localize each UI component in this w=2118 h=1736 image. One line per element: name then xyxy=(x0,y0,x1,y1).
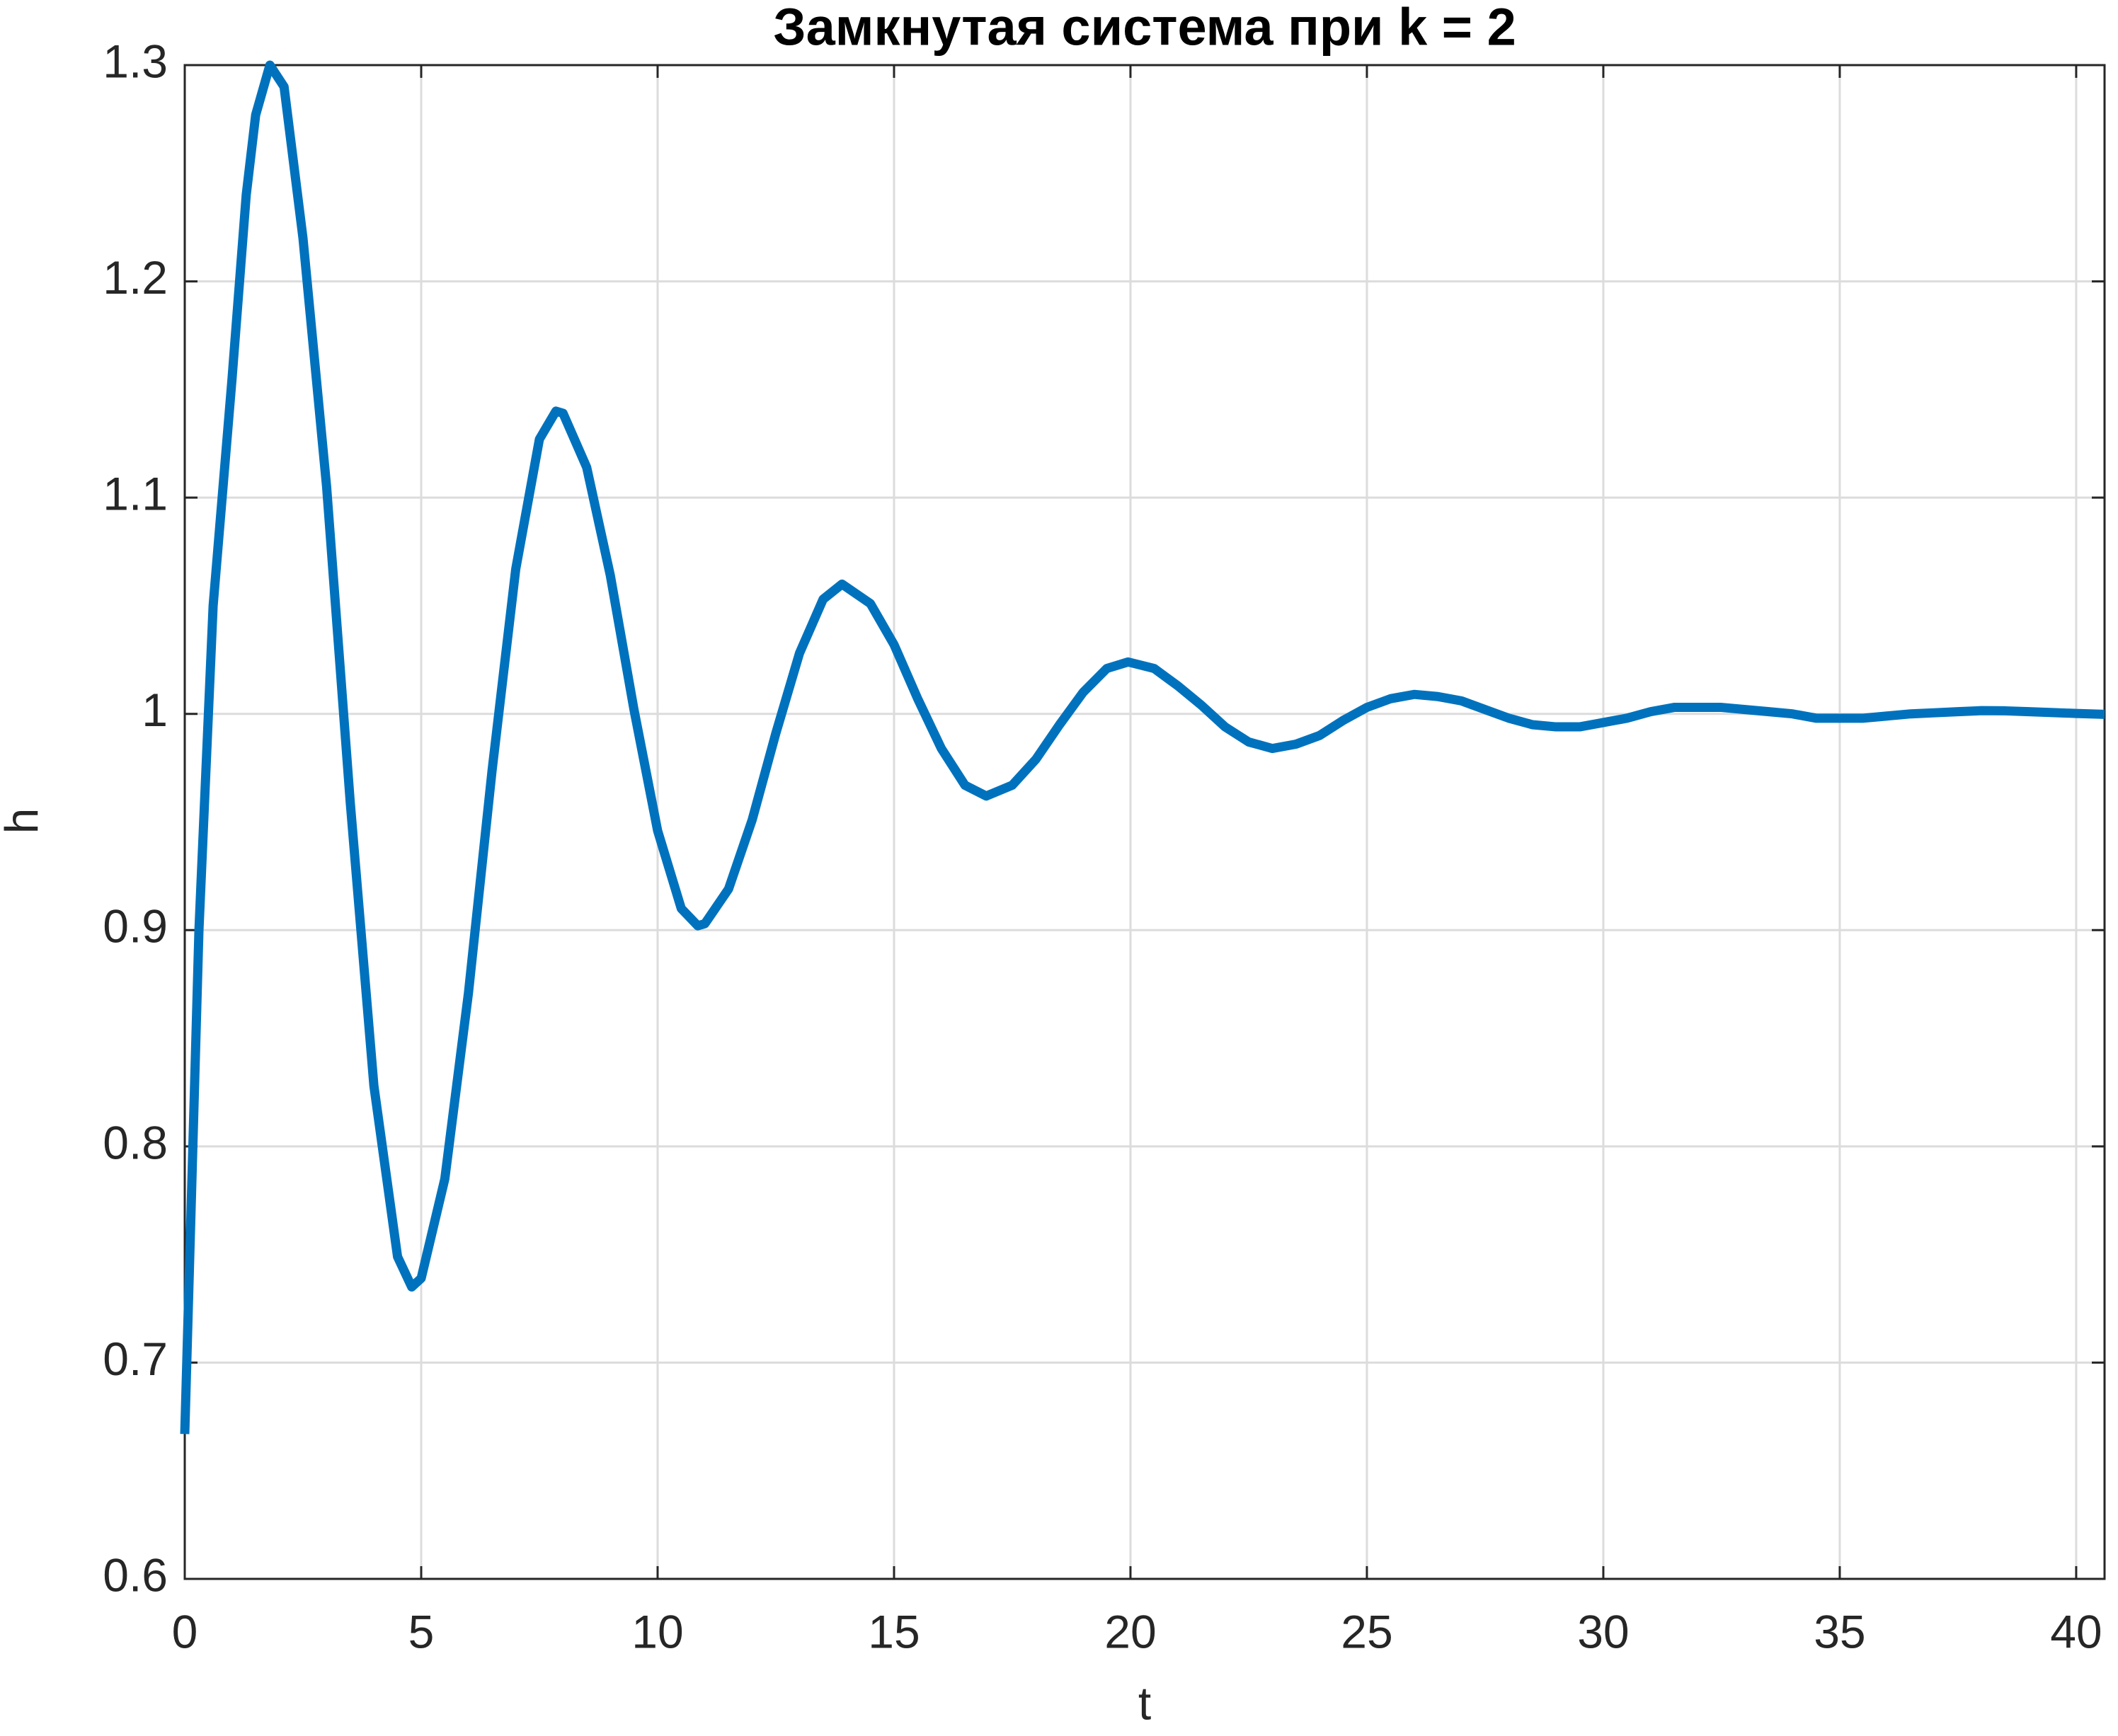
x-tick-label: 20 xyxy=(1104,1605,1156,1657)
y-tick-label: 0.7 xyxy=(103,1333,168,1385)
y-tick-label: 0.8 xyxy=(103,1116,168,1168)
x-tick-label: 25 xyxy=(1341,1605,1392,1657)
y-tick-label: 1.3 xyxy=(103,35,168,87)
x-tick-label: 0 xyxy=(172,1605,198,1657)
x-axis-label: t xyxy=(1138,1677,1151,1729)
x-tick-label: 40 xyxy=(2050,1605,2102,1657)
y-tick-label: 0.6 xyxy=(103,1548,168,1601)
x-tick-label: 5 xyxy=(408,1605,435,1657)
y-tick-label: 1 xyxy=(142,684,168,736)
y-tick-label: 0.9 xyxy=(103,900,168,953)
y-axis-label: h xyxy=(0,808,47,834)
x-tick-label: 35 xyxy=(1814,1605,1865,1657)
x-tick-label: 30 xyxy=(1577,1605,1629,1657)
data-line xyxy=(180,60,2105,1435)
x-tick-label: 10 xyxy=(631,1605,683,1657)
chart-title: Замкнутая система при k = 2 xyxy=(773,0,1516,57)
x-tick-label: 15 xyxy=(868,1605,920,1657)
y-tick-label: 1.1 xyxy=(103,468,168,520)
plot-frame xyxy=(183,64,2106,1580)
y-tick-label: 1.2 xyxy=(103,251,168,304)
